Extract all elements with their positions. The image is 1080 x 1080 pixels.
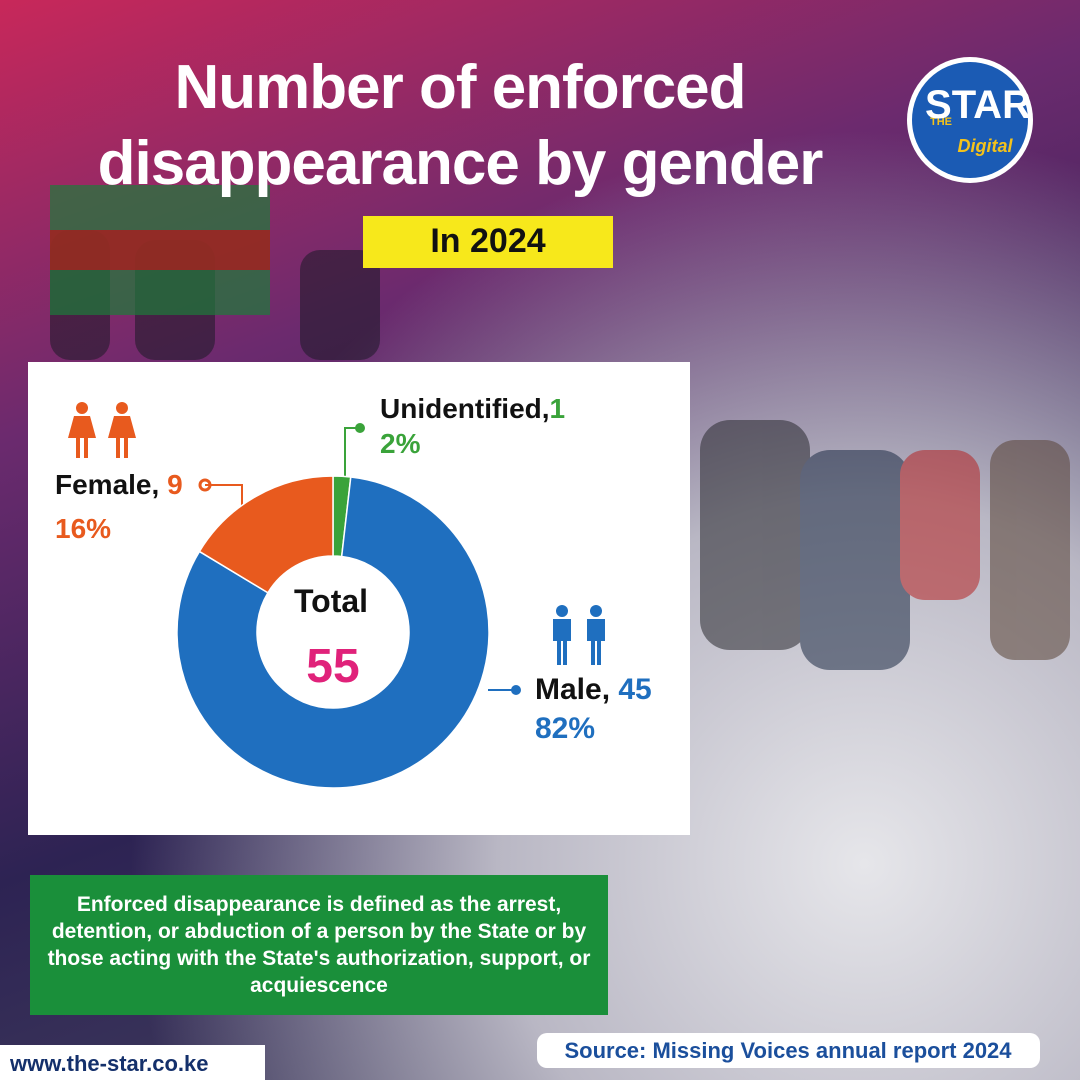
category-name: Female, (55, 469, 159, 500)
percent-label: 16% (55, 513, 111, 544)
chart-title: Number of enforced disappearance by gend… (97, 53, 824, 198)
male-icon (553, 605, 605, 665)
percent-label: 82% (535, 712, 595, 745)
donut-segment (176, 476, 490, 789)
source: Source: Missing Voices annual report 202… (564, 1038, 1012, 1063)
total: 55 (306, 640, 359, 693)
logo-top: THE (930, 116, 952, 128)
website-box (0, 1045, 265, 1080)
category-name: Unidentified, (380, 393, 550, 424)
subtitle: In 2024 (430, 222, 545, 260)
leader-dot (355, 423, 365, 433)
center-label: Total (294, 583, 368, 619)
logo-sub: Digital (957, 136, 1013, 156)
percent-label: 2% (380, 428, 421, 459)
leader-dot (198, 478, 212, 492)
value-label: 45 (618, 673, 651, 706)
definition-note: Enforced disappearance is defined as the… (30, 875, 608, 1015)
value-label: 9 (167, 469, 183, 500)
donut-segment (198, 475, 334, 594)
category-label: Female, 9 (55, 469, 183, 500)
subtitle-band (363, 216, 613, 268)
logo (912, 62, 1028, 178)
logo-name: STAR (925, 83, 1031, 127)
leader-dot (511, 685, 521, 695)
value-label: 1 (550, 393, 566, 424)
category-name: Male, (535, 673, 610, 706)
category-label: Male, 45 (535, 673, 652, 706)
website: www.the-star.co.ke (9, 1051, 208, 1076)
category-label: Unidentified,1 (380, 393, 565, 424)
female-icon (68, 402, 136, 458)
source-box (537, 1033, 1040, 1068)
